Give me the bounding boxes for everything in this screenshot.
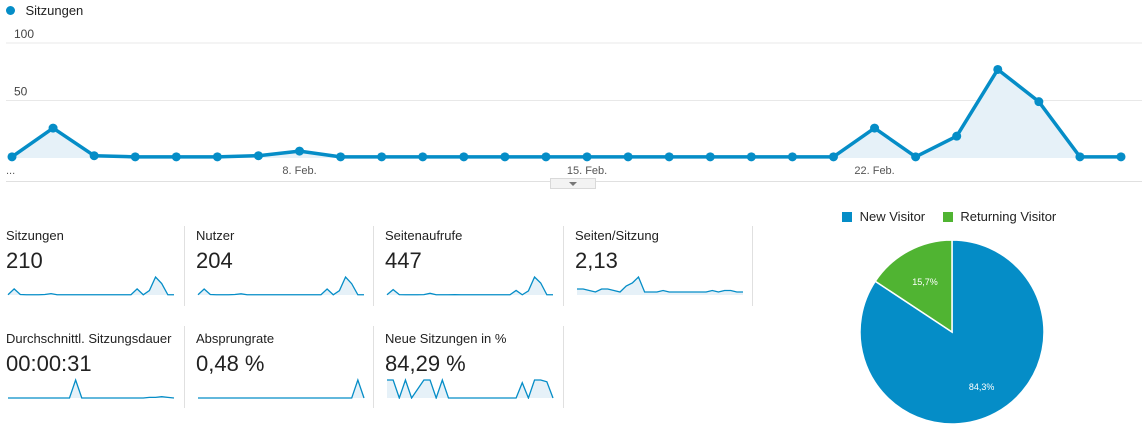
pie-legend-label: Returning Visitor: [960, 209, 1057, 225]
data-point: [787, 152, 797, 162]
collapse-chart-button[interactable]: [550, 178, 596, 189]
metric-seiten-sitzung[interactable]: Seiten/Sitzung 2,13: [575, 228, 753, 310]
sparkline: [7, 275, 174, 296]
pie-slice-label: 15,7%: [912, 277, 938, 287]
divider: [373, 326, 374, 408]
data-point: [870, 123, 880, 133]
metric-value: 2,13: [575, 248, 618, 273]
sparkline: [386, 275, 553, 296]
data-point: [993, 64, 1003, 74]
x-tick-label: 15. Feb.: [567, 165, 607, 177]
metric-neue-sitzungen[interactable]: Neue Sitzungen in % 84,29 %: [385, 331, 563, 413]
data-point: [130, 152, 140, 162]
metric-label: Seitenaufrufe: [385, 228, 463, 243]
data-point: [952, 131, 962, 141]
data-point: [911, 152, 921, 162]
pie-legend: New Visitor Returning Visitor: [842, 208, 1056, 224]
metric-value: 204: [196, 248, 233, 273]
sparkline: [8, 377, 175, 399]
sparkline-area: [8, 380, 174, 398]
sparkline-line: [577, 275, 743, 293]
series-area: [12, 69, 1121, 158]
sparkline-line: [386, 275, 553, 296]
data-point: [1116, 152, 1126, 162]
sparkline: [577, 275, 743, 295]
sparkline-line: [198, 377, 365, 399]
metric-label: Sitzungen: [6, 228, 64, 243]
sparkline-line: [197, 275, 364, 296]
sparkline-area: [387, 380, 553, 398]
data-point: [336, 152, 346, 162]
data-point: [746, 152, 756, 162]
sparkline-area: [387, 277, 553, 295]
divider: [563, 326, 564, 408]
pie-legend-label: New Visitor: [859, 209, 926, 225]
data-point: [295, 146, 305, 156]
y-tick-label: 50: [14, 85, 28, 99]
data-point: [89, 151, 99, 161]
sparkline-area: [198, 277, 364, 295]
metric-value: 210: [6, 248, 43, 273]
metric-label: Seiten/Sitzung: [575, 228, 659, 243]
pie-slice: [874, 239, 953, 334]
metric-seitenaufrufe[interactable]: Seitenaufrufe 447: [385, 228, 563, 310]
x-tick-label: 22. Feb.: [854, 165, 894, 177]
sparkline-area: [198, 380, 364, 398]
metric-value: 84,29 %: [385, 351, 466, 376]
data-point: [664, 152, 674, 162]
metric-label: Absprungrate: [196, 331, 275, 346]
legend-label: Sitzungen: [25, 3, 84, 19]
series-marker-icon: [6, 6, 15, 16]
data-point: [500, 152, 510, 162]
data-point: [7, 152, 17, 162]
data-point: [48, 123, 58, 133]
sparkline: [387, 377, 554, 399]
metric-label: Neue Sitzungen in %: [385, 331, 507, 346]
data-point: [212, 152, 222, 162]
metric-sitzungsdauer[interactable]: Durchschnittl. Sitzungsdauer 00:00:31: [6, 331, 184, 413]
metric-value: 00:00:31: [6, 351, 92, 376]
sparkline-line: [7, 275, 174, 296]
divider: [373, 226, 374, 306]
series-line: [10, 67, 1121, 159]
data-point: [1075, 152, 1085, 162]
data-point: [541, 152, 551, 162]
main-chart-legend: Sitzungen: [6, 2, 83, 20]
returning-visitor-swatch-icon: [942, 211, 953, 222]
data-point: [418, 152, 428, 162]
visitor-pie-chart: 84,3% 15,7%: [859, 239, 1045, 425]
new-visitor-swatch-icon: [842, 211, 852, 222]
sparkline: [198, 377, 365, 399]
metric-label: Nutzer: [196, 228, 235, 243]
data-point: [705, 152, 715, 162]
data-point: [459, 152, 469, 162]
y-tick-label: 100: [14, 27, 34, 41]
data-point: [623, 152, 633, 162]
data-point: [1034, 97, 1044, 107]
x-tick-label: 8. Feb.: [282, 165, 316, 177]
data-point: [253, 151, 263, 161]
sparkline-line: [8, 377, 175, 399]
sessions-area-chart: 50 100... 8. Feb. 15. Feb. 22. Feb.: [6, 27, 1142, 182]
metric-sitzungen[interactable]: Sitzungen 210: [6, 228, 184, 310]
divider: [563, 226, 564, 306]
metric-value: 0,48 %: [196, 351, 265, 376]
x-tick-label: ...: [6, 165, 15, 177]
divider: [184, 226, 185, 306]
sparkline-line: [387, 377, 554, 399]
divider: [184, 326, 185, 408]
pie-slice-label: 84,3%: [969, 382, 995, 392]
metric-nutzer[interactable]: Nutzer 204: [196, 228, 374, 310]
data-point: [828, 152, 838, 162]
metric-value: 447: [385, 248, 422, 273]
data-point: [582, 152, 592, 162]
data-point: [171, 152, 181, 162]
divider: [752, 226, 753, 306]
metric-label: Durchschnittl. Sitzungsdauer: [6, 331, 172, 346]
sparkline-area: [8, 277, 174, 295]
data-point: [377, 152, 387, 162]
sparkline: [197, 275, 364, 296]
metric-absprungrate[interactable]: Absprungrate 0,48 %: [196, 331, 374, 413]
